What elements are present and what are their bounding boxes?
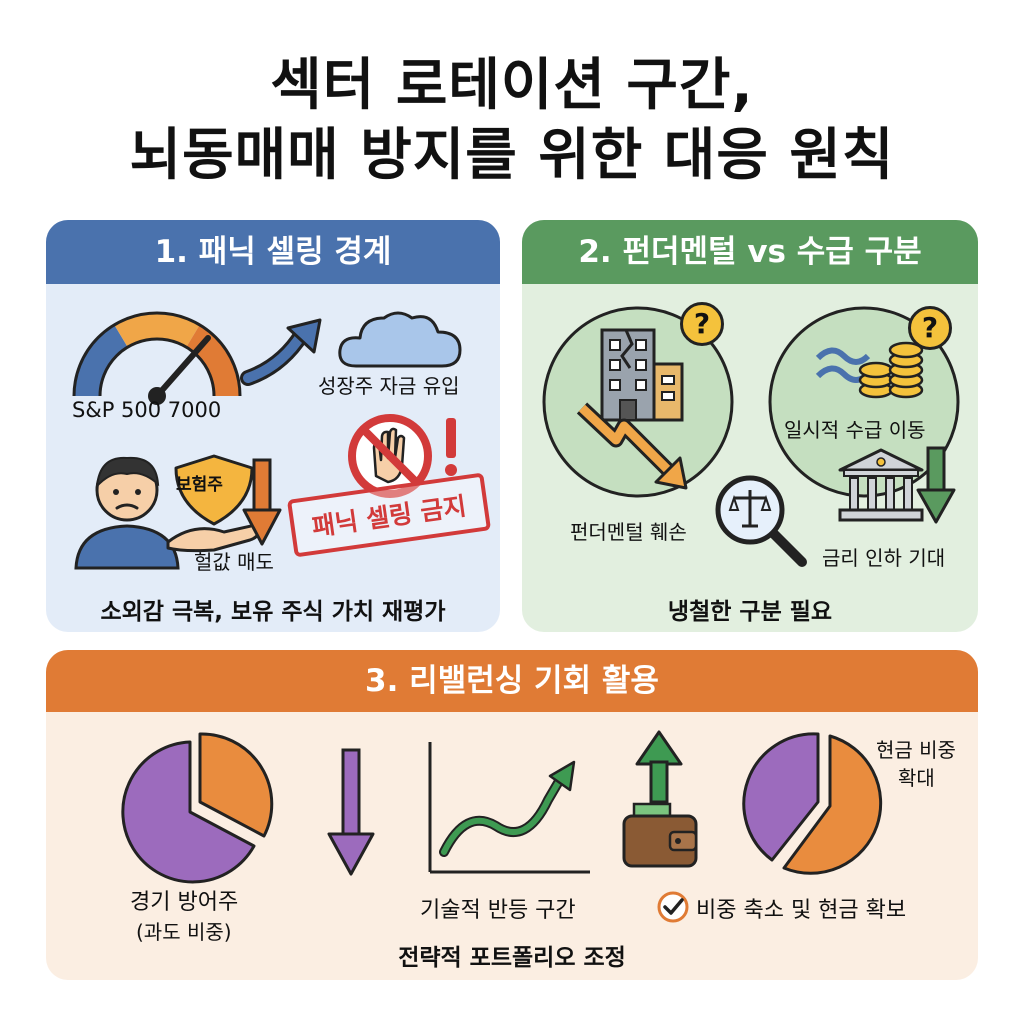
cash-label-1: 현금 비중: [876, 738, 956, 762]
decline-arrow-icon: [576, 402, 688, 490]
green-up-arrow-icon: [635, 730, 683, 804]
panel-3-heading: 3. 리밸런싱 기회 활용: [46, 650, 978, 712]
panel-1-footer: 소외감 극복, 보유 주식 가치 재평가: [100, 599, 446, 625]
cloud-icon: [338, 311, 462, 368]
rebound-label: 기술적 반등 구간: [420, 898, 576, 923]
stamp-label: 패닉 셀링 금지: [310, 491, 469, 542]
wallet-icon: [622, 802, 698, 868]
panel-panic-selling: 1. 패닉 셀링 경계 S&P 500 7000 성장주 자금 유입 보험주: [46, 220, 500, 632]
fundamental-damage-label: 펀더멘털 훼손: [570, 520, 687, 544]
rate-down-arrow-icon: [916, 446, 956, 524]
cash-pie-icon: [742, 732, 883, 875]
fire-sale-label: 헐값 매도: [194, 550, 274, 574]
index-label: S&P 500 7000: [72, 398, 222, 422]
magnifier-scale-icon: [715, 475, 807, 567]
coins-wave-icon: [815, 341, 924, 399]
question-mark-icon: ?: [693, 307, 711, 340]
bank-icon: [838, 448, 924, 522]
panel-rebalancing: 3. 리밸런싱 기회 활용 경기 방어주 (과도 비중) 기술적 반등 구간 현…: [46, 650, 978, 980]
arrow-down-icon: [242, 458, 282, 546]
question-badge-2: ?: [908, 306, 952, 350]
defensive-label-1: 경기 방어주: [130, 890, 239, 915]
panel-3-footer: 전략적 포트폴리오 조정: [398, 945, 626, 971]
question-badge-1: ?: [680, 302, 724, 346]
panel-fundamental-vs-flow: 2. 펀더멘털 vs 수급 구분 ? 펀더멘털 훼손: [522, 220, 978, 632]
rate-cut-label: 금리 인하 기대: [822, 546, 946, 570]
insurance-shield-icon: [166, 454, 262, 553]
defensive-pie-icon: [121, 732, 274, 884]
gauge-icon: [72, 311, 242, 405]
page-title-line-2: 뇌동매매 방지를 위한 대응 원칙: [129, 123, 895, 188]
panel-2-footer: 냉철한 구분 필요: [667, 599, 833, 625]
purple-down-arrow-icon: [327, 748, 375, 876]
stop-hand-icon: [348, 414, 457, 498]
cracked-building-icon: [600, 328, 684, 422]
growth-inflow-label: 성장주 자금 유입: [318, 374, 460, 398]
temporary-flow-label: 일시적 수급 이동: [784, 418, 926, 442]
check-circle-icon: [657, 891, 689, 923]
rebound-line-chart-icon: [428, 742, 590, 874]
insurance-stock-label: 보험주: [176, 475, 223, 495]
panel-1-heading: 1. 패닉 셀링 경계: [46, 220, 500, 284]
arrow-up-icon: [240, 318, 322, 386]
no-panic-selling-stamp: 패닉 셀링 금지: [286, 472, 492, 558]
question-mark-icon: ?: [921, 311, 939, 344]
page-title-line-1: 섹터 로테이션 구간,: [270, 53, 754, 118]
panel-2-heading: 2. 펀더멘털 vs 수급 구분: [522, 220, 978, 284]
reduce-weight-label: 비중 축소 및 현금 확보: [696, 898, 907, 923]
cash-label-2: 확대: [898, 766, 935, 790]
worried-person-icon: [74, 456, 180, 570]
defensive-label-2: (과도 비중): [136, 920, 232, 944]
